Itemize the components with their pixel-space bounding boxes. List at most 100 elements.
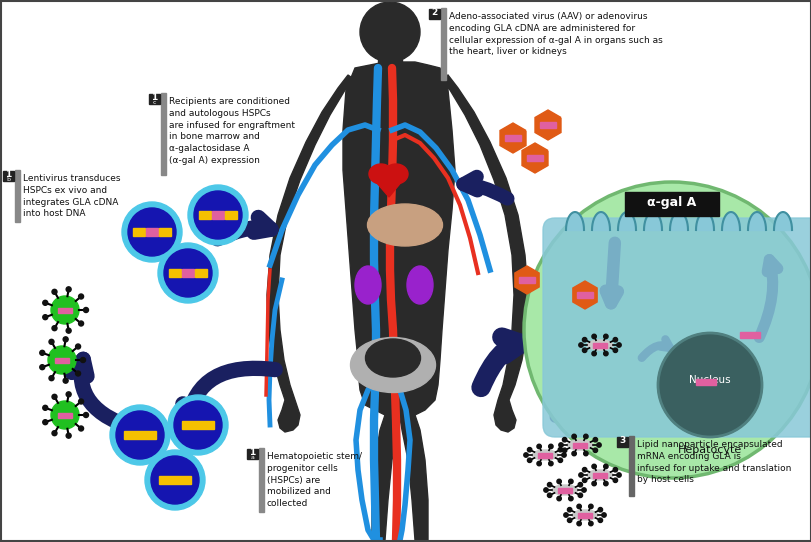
Circle shape: [158, 243, 217, 303]
Circle shape: [593, 437, 597, 442]
FancyBboxPatch shape: [3, 171, 14, 181]
Polygon shape: [267, 75, 354, 432]
Bar: [58, 307, 72, 313]
Circle shape: [568, 479, 573, 483]
Circle shape: [122, 202, 182, 262]
Ellipse shape: [406, 266, 432, 304]
Bar: [526, 155, 543, 161]
Bar: [577, 292, 592, 298]
Circle shape: [523, 182, 811, 478]
Circle shape: [603, 351, 607, 356]
Circle shape: [583, 451, 587, 456]
Circle shape: [603, 464, 607, 469]
Ellipse shape: [384, 164, 407, 184]
FancyBboxPatch shape: [543, 218, 811, 437]
Circle shape: [79, 426, 84, 431]
Circle shape: [543, 488, 547, 492]
Ellipse shape: [367, 204, 442, 246]
Bar: [518, 277, 534, 283]
Circle shape: [40, 365, 45, 370]
Circle shape: [164, 249, 212, 297]
Circle shape: [116, 411, 164, 459]
Circle shape: [51, 401, 79, 429]
Circle shape: [75, 371, 80, 376]
Circle shape: [588, 521, 592, 526]
Circle shape: [43, 405, 48, 410]
Circle shape: [43, 420, 48, 425]
Bar: [573, 442, 586, 448]
Circle shape: [578, 343, 582, 347]
Bar: [55, 358, 69, 363]
Ellipse shape: [586, 470, 612, 480]
Circle shape: [591, 334, 595, 339]
Ellipse shape: [551, 485, 577, 495]
Circle shape: [567, 507, 571, 512]
Circle shape: [577, 521, 581, 526]
Circle shape: [43, 300, 48, 305]
Polygon shape: [370, 175, 406, 197]
Circle shape: [66, 392, 71, 397]
Polygon shape: [573, 281, 596, 309]
Circle shape: [557, 458, 562, 462]
Bar: [440, 8, 445, 80]
Circle shape: [536, 461, 541, 466]
Text: Hepatocyte: Hepatocyte: [677, 445, 741, 455]
Circle shape: [75, 344, 80, 349]
Circle shape: [188, 185, 247, 245]
FancyBboxPatch shape: [624, 192, 718, 216]
Bar: [538, 453, 551, 457]
Circle shape: [359, 2, 419, 62]
Circle shape: [557, 448, 562, 452]
Circle shape: [558, 443, 563, 447]
Circle shape: [578, 473, 582, 477]
Bar: [182, 421, 214, 429]
Circle shape: [63, 378, 68, 383]
Bar: [592, 343, 607, 347]
Text: 1: 1: [151, 93, 157, 102]
Bar: [259, 448, 264, 512]
Bar: [577, 513, 591, 518]
Bar: [504, 135, 521, 141]
Circle shape: [577, 493, 581, 498]
Text: a: a: [251, 455, 254, 460]
Text: 1: 1: [249, 448, 255, 457]
Circle shape: [43, 315, 48, 320]
Circle shape: [527, 448, 531, 452]
Bar: [557, 487, 571, 493]
Circle shape: [598, 507, 602, 512]
Circle shape: [571, 434, 576, 438]
Circle shape: [536, 444, 541, 449]
Ellipse shape: [586, 340, 612, 350]
Text: Nucleus: Nucleus: [689, 375, 730, 385]
Circle shape: [79, 399, 84, 404]
Polygon shape: [521, 143, 547, 173]
Bar: [146, 228, 158, 236]
Circle shape: [523, 453, 527, 457]
Circle shape: [52, 289, 57, 294]
Bar: [225, 211, 237, 219]
Polygon shape: [342, 62, 454, 540]
Circle shape: [109, 405, 169, 465]
Bar: [378, 57, 401, 65]
Text: b: b: [6, 177, 11, 182]
Circle shape: [80, 358, 85, 363]
Text: Lentivirus transduces
HSPCs ex vivo and
integrates GLA cDNA
into host DNA: Lentivirus transduces HSPCs ex vivo and …: [23, 174, 120, 218]
Circle shape: [563, 513, 568, 517]
Circle shape: [612, 468, 617, 472]
Circle shape: [571, 451, 576, 456]
Circle shape: [581, 478, 586, 482]
Bar: [169, 269, 181, 277]
Circle shape: [66, 287, 71, 292]
FancyBboxPatch shape: [428, 9, 440, 19]
Bar: [695, 379, 715, 385]
Circle shape: [66, 433, 71, 438]
Circle shape: [168, 395, 228, 455]
Text: Hematopoietic stem/
progenitor cells
(HSPCs) are
mobilized and
collected: Hematopoietic stem/ progenitor cells (HS…: [267, 452, 362, 508]
Circle shape: [49, 376, 54, 380]
Text: Adeno-associated virus (AAV) or adenovirus
encoding GLA cDNA are administered fo: Adeno-associated virus (AAV) or adenovir…: [448, 12, 662, 56]
Circle shape: [547, 493, 551, 498]
Bar: [182, 269, 194, 277]
Circle shape: [601, 513, 606, 517]
Bar: [133, 228, 145, 236]
Circle shape: [51, 296, 79, 324]
